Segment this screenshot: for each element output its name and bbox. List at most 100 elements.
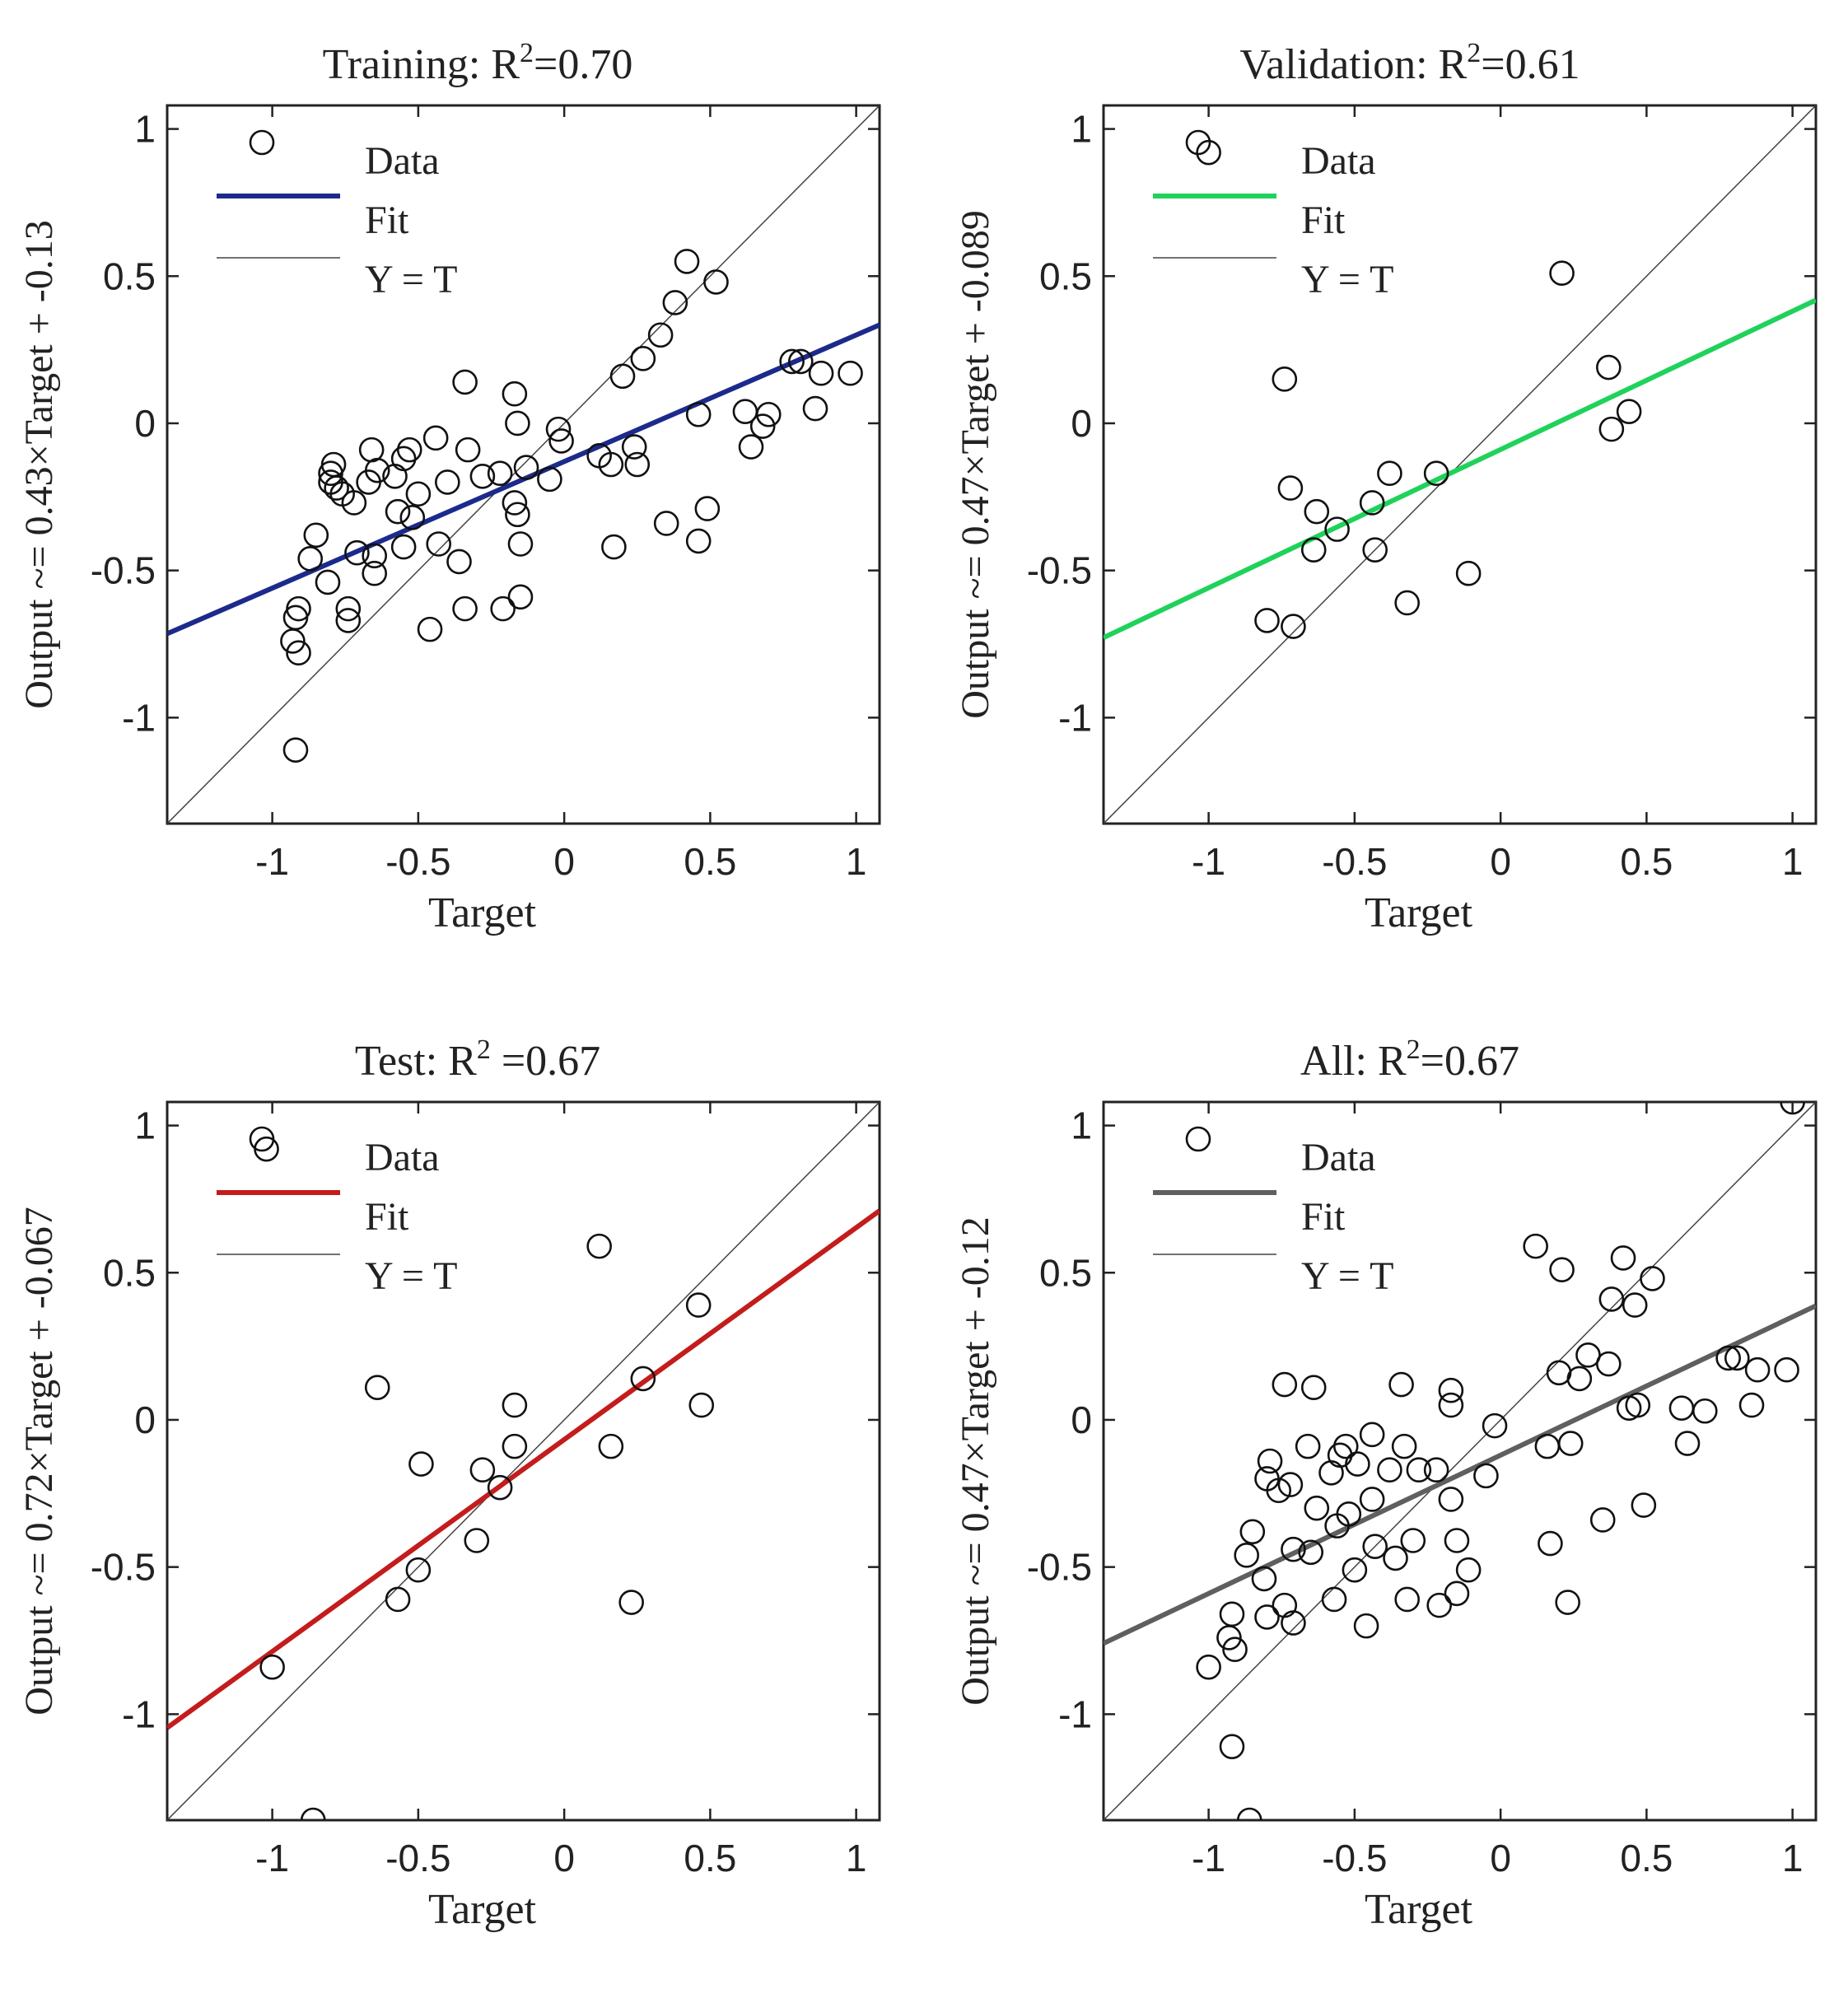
data-point	[1377, 1457, 1402, 1483]
data-point	[364, 457, 390, 483]
x-axis-label: Target	[428, 889, 537, 936]
data-point	[469, 463, 496, 489]
x-tick-label: -0.5	[1322, 840, 1387, 883]
x-tick-label: 1	[846, 1837, 867, 1879]
data-point	[399, 505, 426, 530]
data-point	[324, 475, 349, 501]
data-point	[1388, 1371, 1414, 1398]
data-point	[507, 531, 534, 557]
data-point	[505, 502, 530, 528]
panel-title: Test: R2 =0.67	[355, 1034, 600, 1085]
data-point	[1724, 1345, 1750, 1371]
identity-line	[167, 105, 880, 824]
plot-area	[167, 105, 880, 824]
data-point	[408, 1451, 434, 1477]
x-tick-label: 0.5	[1620, 840, 1673, 883]
y-axis-label: Output ~= 0.72×Target + -0.067	[17, 1207, 61, 1716]
x-axis-label: Target	[1365, 1886, 1473, 1933]
data-point	[1234, 1543, 1260, 1568]
x-axis-label: Target	[1365, 889, 1473, 936]
legend-label: Y = T	[1301, 1254, 1393, 1298]
data-point	[598, 451, 624, 478]
identity-line	[1104, 105, 1816, 824]
x-tick-label: -1	[1192, 840, 1225, 883]
data-point	[362, 560, 388, 586]
data-point	[300, 1807, 326, 1820]
data-point	[1277, 475, 1304, 501]
data-point	[1538, 1530, 1563, 1557]
data-point	[662, 290, 688, 315]
panel-title: Training: R2=0.70	[323, 38, 633, 88]
data-point	[469, 1457, 496, 1483]
data-point	[513, 455, 539, 480]
data-point	[1426, 1592, 1452, 1618]
x-tick-label: 0	[1490, 840, 1511, 883]
data-point	[685, 1292, 712, 1318]
data-point	[1342, 1557, 1368, 1583]
data-point	[630, 1366, 656, 1392]
data-point	[609, 363, 636, 390]
data-point	[1336, 1501, 1362, 1527]
x-tick-label: -1	[255, 840, 289, 883]
data-point	[1272, 367, 1298, 392]
plot-area	[1104, 105, 1816, 824]
data-point	[502, 1392, 528, 1418]
data-point	[1272, 1371, 1298, 1398]
data-point	[502, 1433, 528, 1459]
data-point	[1482, 1412, 1508, 1439]
x-tick-label: -0.5	[1322, 1837, 1387, 1879]
data-point	[1295, 1433, 1321, 1459]
y-tick-label: -0.5	[91, 1546, 156, 1589]
data-point	[598, 1433, 624, 1459]
identity-line	[1104, 1102, 1816, 1820]
y-axis-label: Output ~= 0.47×Target + -0.089	[954, 210, 997, 719]
data-point	[315, 569, 341, 595]
data-point	[1281, 614, 1306, 639]
y-tick-label: 0.5	[103, 1251, 156, 1294]
data-point	[779, 348, 805, 375]
legend-label: Data	[1301, 1136, 1376, 1179]
panel-training: Training: R2=0.70 -1 -0.5 0 0.5 1 -1 -0.5 0 0.5 1…	[17, 38, 881, 936]
data-point	[364, 1375, 390, 1400]
data-point	[1400, 1528, 1426, 1553]
data-point	[586, 1233, 612, 1259]
legend-label: Data	[365, 1136, 440, 1179]
x-tick-label: -1	[1192, 1837, 1225, 1879]
y-tick-label: 0	[134, 1398, 156, 1441]
data-point	[335, 608, 362, 633]
data-point	[1321, 1586, 1347, 1613]
data-point	[1359, 1487, 1385, 1512]
y-tick-label: 0.5	[1039, 254, 1092, 297]
data-point	[1423, 460, 1449, 487]
data-point	[1595, 354, 1622, 381]
data-point	[426, 531, 451, 557]
data-point	[1406, 1457, 1432, 1483]
y-axis-label: Output ~= 0.43×Target + -0.13	[17, 220, 61, 709]
y-tick-label: 1	[134, 1104, 156, 1147]
data-point	[259, 1654, 285, 1680]
y-tick-label: -1	[122, 1693, 156, 1735]
data-point	[490, 595, 516, 622]
data-point	[1744, 1356, 1771, 1383]
data-point	[688, 1392, 715, 1418]
data-point	[303, 522, 329, 549]
data-point	[1566, 1366, 1593, 1392]
y-axis-label: Output ~= 0.47×Target + -0.12	[954, 1216, 997, 1706]
x-axis-label: Target	[428, 1886, 537, 1933]
data-point	[787, 348, 814, 375]
data-point	[1324, 516, 1350, 542]
data-point	[1631, 1492, 1657, 1518]
panel-test: Test: R2 =0.67 -1 -0.5 0 0.5 1 -1 -0.5 0 0.5 1 Tar…	[17, 1034, 881, 1933]
data-point	[802, 395, 828, 422]
data-point	[1196, 1654, 1221, 1680]
data-point	[286, 595, 311, 622]
data-point	[1353, 1613, 1379, 1639]
y-tick-label: 0	[134, 402, 156, 445]
legend-data-marker	[1185, 129, 1211, 156]
data-point	[1251, 1566, 1277, 1592]
data-point	[738, 434, 764, 460]
data-point	[1304, 1495, 1330, 1521]
data-point	[1277, 1472, 1304, 1497]
data-point	[405, 1557, 432, 1583]
data-point	[344, 539, 370, 566]
